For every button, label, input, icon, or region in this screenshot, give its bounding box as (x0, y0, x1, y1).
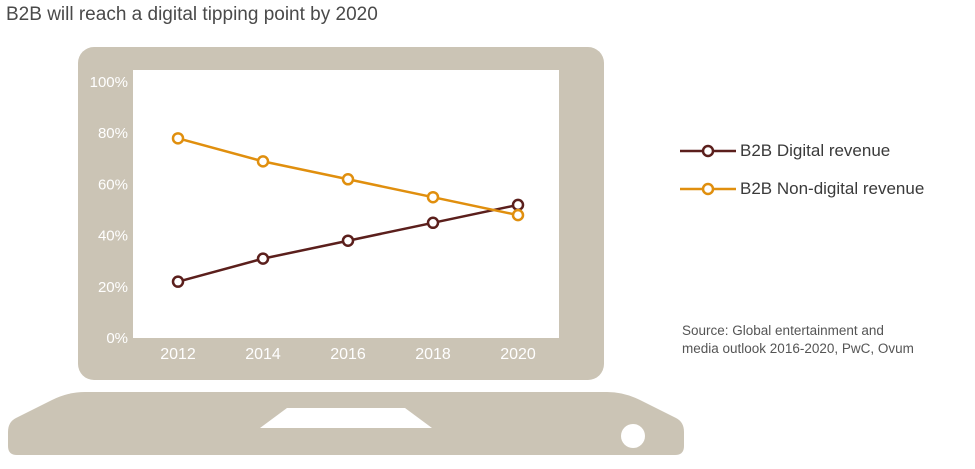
data-point-series-0 (426, 216, 440, 230)
data-point-series-1 (256, 155, 270, 168)
legend-swatch-non-digital (680, 182, 736, 196)
x-tick-label: 2014 (245, 346, 281, 363)
y-tick-label: 60% (98, 176, 128, 193)
data-point-series-1 (426, 190, 440, 204)
data-point-series-0 (171, 275, 185, 288)
data-point-series-0 (341, 234, 355, 247)
data-point-series-0 (511, 198, 525, 212)
data-point-series-1 (171, 132, 185, 145)
source-line-1: Source: Global entertainment and (682, 323, 884, 338)
laptop-trackpad (260, 408, 432, 428)
legend-label-non-digital: B2B Non-digital revenue (740, 179, 925, 198)
x-tick-label: 2016 (330, 346, 366, 363)
y-tick-label: 20% (98, 279, 128, 296)
y-tick-label: 80% (98, 125, 128, 142)
data-point-series-1 (511, 208, 525, 222)
y-tick-label: 0% (106, 330, 128, 347)
legend-label-digital: B2B Digital revenue (740, 141, 891, 160)
legend-item-non-digital: B2B Non-digital revenue (678, 176, 924, 202)
data-point-series-1 (341, 173, 355, 186)
y-tick-label: 40% (98, 228, 128, 245)
laptop-power-button (621, 424, 645, 448)
source-note: Source: Global entertainment and media o… (682, 322, 914, 358)
legend-swatch-digital (680, 144, 736, 158)
x-tick-label: 2012 (160, 346, 196, 363)
y-tick-label: 100% (90, 74, 128, 91)
source-line-2: media outlook 2016-2020, PwC, Ovum (682, 341, 914, 356)
legend-item-digital: B2B Digital revenue (678, 138, 924, 164)
x-tick-label: 2020 (500, 346, 536, 363)
plot-area (133, 70, 559, 338)
x-tick-label: 2018 (415, 346, 451, 363)
legend: B2B Digital revenue B2B Non-digital reve… (678, 138, 924, 214)
data-point-series-0 (256, 252, 270, 265)
chart-title: B2B will reach a digital tipping point b… (6, 4, 378, 25)
